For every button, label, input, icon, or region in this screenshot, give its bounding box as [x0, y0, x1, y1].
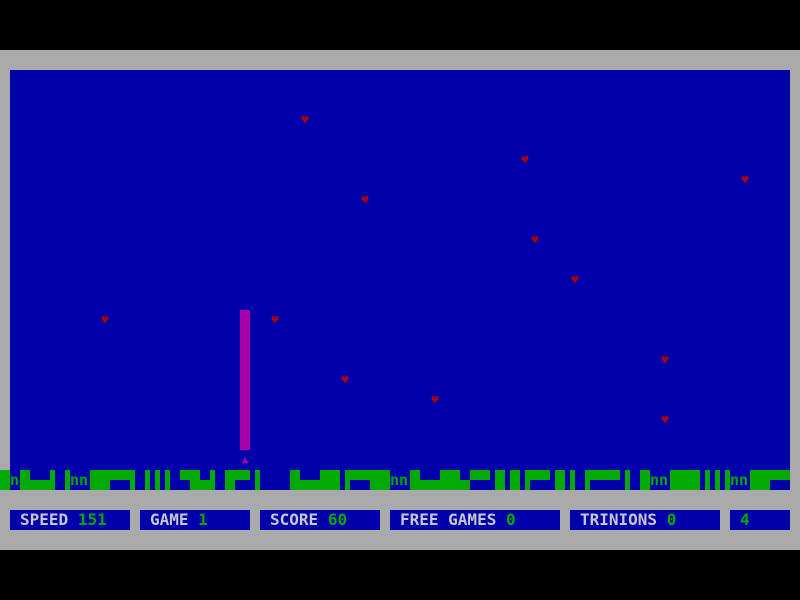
speed-label: SPEED — [20, 510, 69, 529]
heart-icon: ♥ — [661, 353, 669, 367]
terrain-block — [410, 480, 470, 490]
trinions-value: 0 — [666, 510, 677, 529]
terrain-block — [495, 470, 505, 490]
heart-icon: ♥ — [741, 173, 749, 187]
free-games-status: FREE GAMES 0 — [390, 510, 560, 530]
terrain-glyph: nn — [10, 471, 29, 489]
terrain-block — [130, 470, 135, 490]
terrain-block — [370, 470, 390, 490]
heart-icon: ♥ — [571, 273, 579, 287]
terrain-glyph: nn — [70, 471, 89, 489]
terrain-block — [525, 470, 550, 480]
terrain-block — [165, 470, 170, 490]
terrain-block — [470, 470, 490, 480]
game-status: GAME 1 — [140, 510, 250, 530]
heart-icon: ♥ — [341, 373, 349, 387]
score-value: 60 — [327, 510, 348, 529]
heart-icon: ♥ — [361, 193, 369, 207]
player-ship-icon[interactable]: ▲ — [241, 453, 249, 466]
score-status: SCORE 60 — [260, 510, 380, 530]
terrain-block — [225, 470, 250, 480]
game-value: 1 — [198, 510, 208, 529]
terrain-block — [20, 480, 55, 490]
speed-value: 151 — [77, 510, 107, 529]
terrain-glyph: nn — [650, 471, 669, 489]
terrain-block — [180, 470, 200, 480]
terrain-block — [155, 470, 160, 490]
heart-icon: ♥ — [531, 233, 539, 247]
heart-icon: ♥ — [521, 153, 529, 167]
terrain-block — [90, 470, 135, 480]
terrain-glyph: nn — [730, 471, 749, 489]
terrain-block — [50, 470, 55, 490]
free-games-label: FREE GAMES — [400, 510, 497, 529]
terrain-block — [345, 470, 390, 480]
terrain-block — [585, 470, 620, 480]
terrain-block — [725, 470, 730, 490]
speed-status: SPEED 151 — [10, 510, 130, 530]
terrain-block — [640, 470, 650, 490]
heart-icon: ♥ — [271, 313, 279, 327]
terrain-block — [0, 470, 10, 490]
terrain-block — [320, 470, 340, 490]
terrain-block — [255, 470, 260, 490]
terrain-block — [625, 470, 630, 490]
terrain-block — [145, 470, 150, 490]
player-beam — [240, 310, 250, 450]
terrain-block — [440, 470, 460, 480]
play-field[interactable] — [10, 70, 790, 490]
heart-icon: ♥ — [301, 113, 309, 127]
terrain-block — [585, 470, 590, 490]
trinions-status: TRINIONS 0 — [570, 510, 720, 530]
terrain-block — [670, 470, 700, 490]
terrain-block — [750, 470, 770, 490]
heart-icon: ♥ — [101, 313, 109, 327]
terrain-block — [715, 470, 720, 490]
terrain-block — [750, 470, 790, 480]
terrain-block — [510, 470, 520, 490]
terrain-block — [555, 470, 565, 490]
terrain-block — [190, 480, 215, 490]
free-games-value: 0 — [505, 510, 516, 529]
trinions-label: TRINIONS — [580, 510, 658, 529]
level-value: 4 — [740, 510, 750, 529]
terrain-block — [525, 470, 530, 490]
terrain-block — [290, 480, 340, 490]
terrain-block — [210, 470, 215, 490]
game-label: GAME — [150, 510, 189, 529]
level-status: 4 — [730, 510, 790, 530]
terrain-block — [90, 470, 110, 490]
terrain-block — [345, 470, 350, 490]
terrain-block — [225, 470, 235, 490]
terrain-block — [570, 470, 575, 490]
heart-icon: ♥ — [431, 393, 439, 407]
heart-icon: ♥ — [661, 413, 669, 427]
terrain-glyph: nn — [390, 471, 409, 489]
score-label: SCORE — [270, 510, 319, 529]
terrain-block — [705, 470, 710, 490]
terrain-block — [65, 470, 70, 490]
